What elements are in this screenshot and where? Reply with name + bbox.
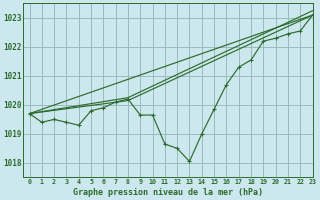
X-axis label: Graphe pression niveau de la mer (hPa): Graphe pression niveau de la mer (hPa) (73, 188, 263, 197)
